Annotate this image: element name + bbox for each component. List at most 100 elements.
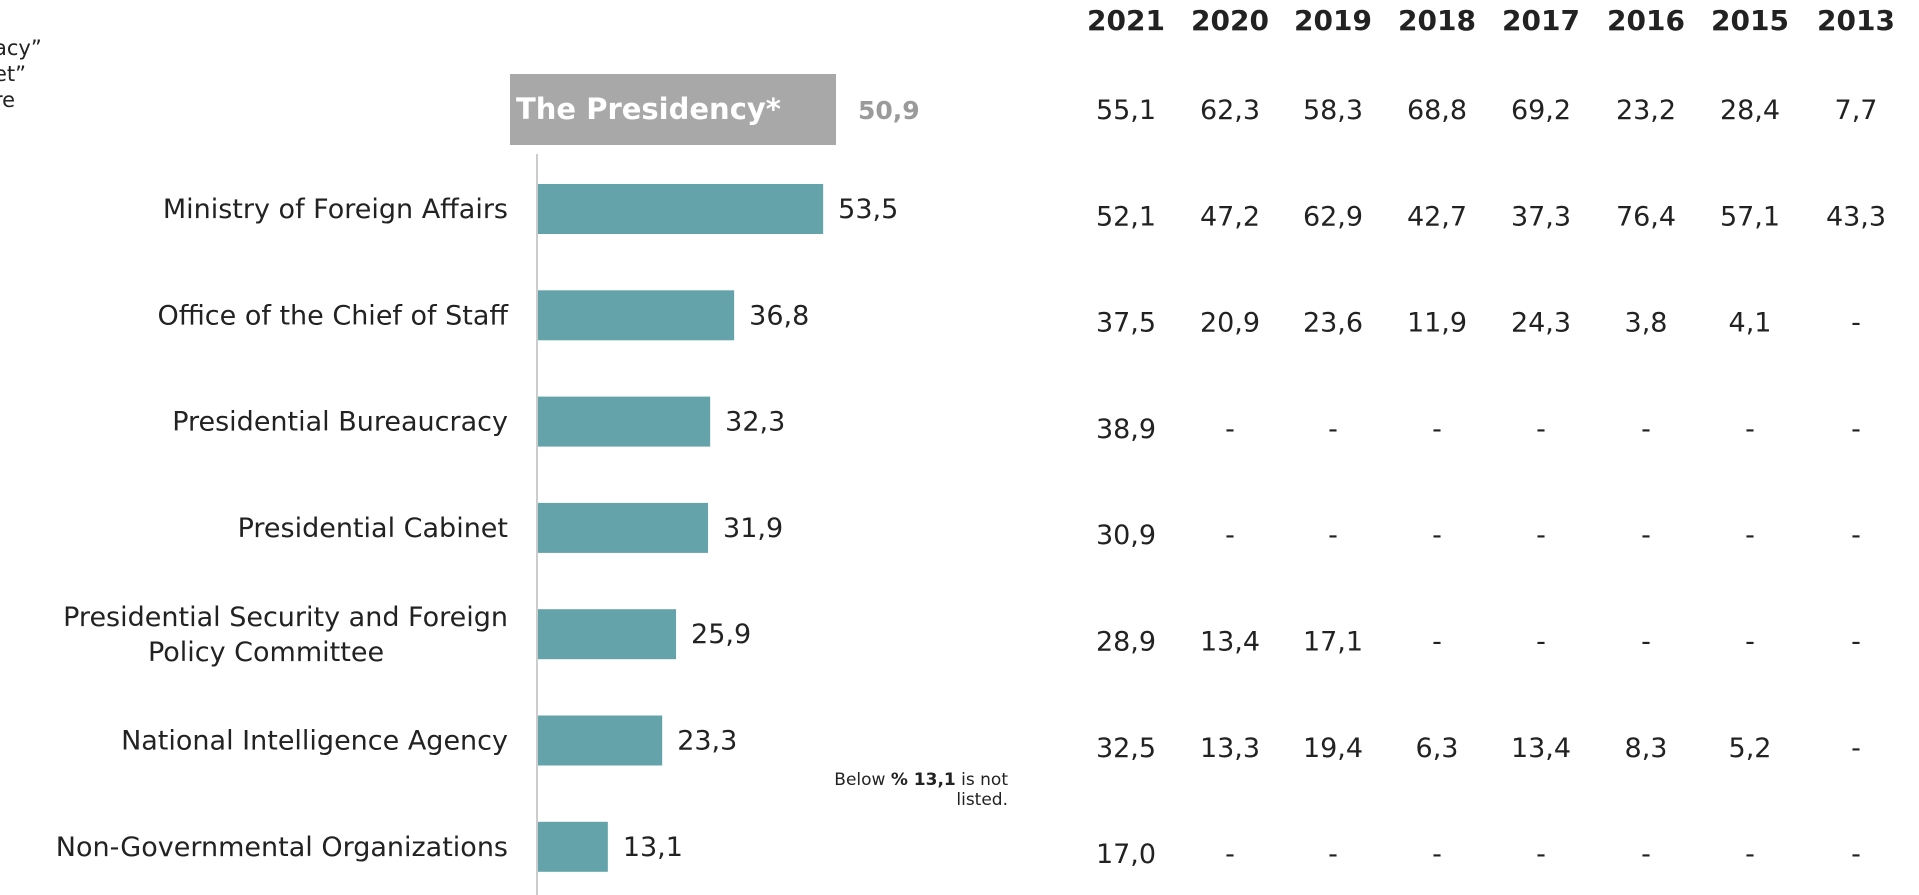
bar <box>538 184 824 234</box>
presidency-value: 50,9 <box>858 96 920 125</box>
table-cell: 6,3 <box>1416 733 1459 764</box>
table-cell: - <box>1641 414 1651 445</box>
table-cell: 8,3 <box>1625 733 1668 764</box>
table-cell: 23,6 <box>1303 308 1363 339</box>
table-cell: 42,7 <box>1407 201 1467 232</box>
table-cell: - <box>1432 839 1442 870</box>
table-cell: - <box>1851 520 1861 551</box>
table-cell: - <box>1851 627 1861 658</box>
table-cell: - <box>1745 839 1755 870</box>
table-cell: - <box>1328 520 1338 551</box>
table-year-header: 2018 <box>1398 4 1476 37</box>
table-cell: - <box>1328 839 1338 870</box>
table-cell: 20,9 <box>1200 308 1260 339</box>
table-cell: 55,1 <box>1096 95 1156 126</box>
table-cell: - <box>1432 414 1442 445</box>
table-cell: 57,1 <box>1720 201 1780 232</box>
table-cell: - <box>1641 839 1651 870</box>
table-cell: - <box>1851 308 1861 339</box>
table-cell: - <box>1432 520 1442 551</box>
table-cell: 43,3 <box>1826 201 1886 232</box>
table-cell: - <box>1536 520 1546 551</box>
category-label: National Intelligence Agency <box>121 726 508 757</box>
table-cell: 37,3 <box>1511 201 1571 232</box>
category-label: Presidential Cabinet <box>238 513 508 544</box>
table-cell: 4,1 <box>1729 308 1772 339</box>
table-cell: 38,9 <box>1096 414 1156 445</box>
bar <box>538 290 735 341</box>
table-cell: - <box>1745 414 1755 445</box>
table-cell: - <box>1641 520 1651 551</box>
table-cell: 23,2 <box>1616 95 1676 126</box>
bar <box>538 396 711 447</box>
table-cell: 52,1 <box>1096 201 1156 232</box>
category-label: Policy Committee <box>148 637 384 668</box>
table-cell: - <box>1536 839 1546 870</box>
table-cell: - <box>1745 627 1755 658</box>
bar-value-label: 36,8 <box>749 300 809 331</box>
footnote-prefix: Below <box>834 770 891 790</box>
table-cell: 17,1 <box>1303 627 1363 658</box>
table-cell: 58,3 <box>1303 95 1363 126</box>
table-cell: 28,4 <box>1720 95 1780 126</box>
table-cell: 37,5 <box>1096 308 1156 339</box>
table-cell: - <box>1432 627 1442 658</box>
bar-value-label: 13,1 <box>623 832 683 863</box>
footnote-suffix: is not listed. <box>955 770 1008 810</box>
table-cell: 68,8 <box>1407 95 1467 126</box>
table-cell: - <box>1225 839 1235 870</box>
cut-off-note-line: et” <box>0 62 27 86</box>
table-cell: 3,8 <box>1625 308 1668 339</box>
bar-value-label: 23,3 <box>677 726 737 757</box>
table-cell: 13,3 <box>1200 733 1260 764</box>
bar <box>538 502 709 553</box>
category-label: Non-Governmental Organizations <box>56 832 508 863</box>
table-cell: - <box>1745 520 1755 551</box>
category-label: Presidential Bureaucracy <box>172 407 508 438</box>
bar <box>538 715 663 766</box>
table-cell: 28,9 <box>1096 627 1156 658</box>
bar <box>538 609 677 660</box>
category-label: Presidential Security and Foreign <box>63 602 508 633</box>
table-year-header: 2020 <box>1191 4 1269 37</box>
bar-value-label: 32,3 <box>725 407 785 438</box>
table-cell: - <box>1225 414 1235 445</box>
table-year-header: 2019 <box>1294 4 1372 37</box>
table-cell: - <box>1851 733 1861 764</box>
footnote: Below % 13,1 is not listed. <box>800 770 1008 810</box>
table-cell: - <box>1641 627 1651 658</box>
bar <box>538 821 608 872</box>
table-cell: 62,3 <box>1200 95 1260 126</box>
table-year-header: 2017 <box>1502 4 1580 37</box>
bar-value-label: 53,5 <box>838 194 898 225</box>
table-cell: - <box>1851 839 1861 870</box>
table-cell: - <box>1536 414 1546 445</box>
table-cell: 69,2 <box>1511 95 1571 126</box>
table-cell: 5,2 <box>1729 733 1772 764</box>
table-cell: 30,9 <box>1096 520 1156 551</box>
bar-value-label: 25,9 <box>691 619 751 650</box>
table-cell: 7,7 <box>1835 95 1878 126</box>
table-cell: 17,0 <box>1096 839 1156 870</box>
table-cell: 76,4 <box>1616 201 1676 232</box>
category-label: Office of the Chief of Staff <box>157 300 509 331</box>
presidency-label: The Presidency* <box>516 92 781 126</box>
cut-off-note-line: acy” <box>0 36 42 60</box>
cut-off-note-line: re <box>0 88 16 112</box>
table-cell: 62,9 <box>1303 201 1363 232</box>
table-cell: - <box>1851 414 1861 445</box>
table-cell: - <box>1536 627 1546 658</box>
table-cell: - <box>1225 520 1235 551</box>
table-cell: 19,4 <box>1303 733 1363 764</box>
bar-value-label: 31,9 <box>723 513 783 544</box>
category-label: Ministry of Foreign Affairs <box>163 194 508 225</box>
presidency-highlight-box: The Presidency* <box>510 74 836 145</box>
table-cell: 32,5 <box>1096 733 1156 764</box>
table-cell: - <box>1328 414 1338 445</box>
table-cell: 13,4 <box>1511 733 1571 764</box>
table-year-header: 2015 <box>1711 4 1789 37</box>
table-year-header: 2021 <box>1087 4 1165 37</box>
footnote-threshold: % 13,1 <box>890 770 956 790</box>
